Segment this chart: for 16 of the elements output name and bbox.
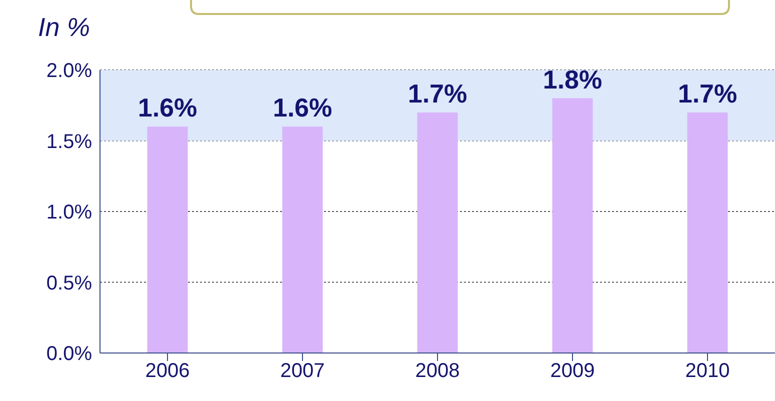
x-tick-label: 2006 — [145, 360, 190, 382]
x-tick-label: 2010 — [685, 360, 730, 382]
y-tick-label: 0.0% — [46, 343, 92, 366]
data-label: 1.6% — [272, 92, 332, 123]
data-label: 1.7% — [408, 78, 468, 108]
x-tick-label: 2009 — [550, 360, 595, 382]
data-label: 1.7% — [678, 78, 738, 108]
x-tick-label: 2008 — [415, 360, 460, 382]
x-tick-label: 2007 — [280, 360, 325, 382]
y-tick-label: 0.5% — [46, 272, 92, 294]
data-label: 1.8% — [542, 64, 602, 94]
y-tick-label: 1.5% — [46, 130, 92, 153]
data-label: 1.6% — [138, 92, 198, 123]
y-tick-label: 1.0% — [46, 202, 92, 224]
y-axis-title: In % — [38, 12, 90, 43]
y-tick-label: 2.0% — [46, 60, 92, 82]
